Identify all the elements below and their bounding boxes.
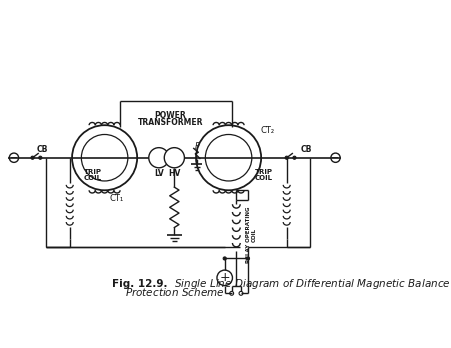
- Circle shape: [285, 156, 288, 159]
- Circle shape: [164, 148, 184, 168]
- Circle shape: [223, 257, 226, 260]
- Text: −: −: [10, 153, 18, 163]
- Circle shape: [31, 156, 34, 159]
- Text: CT₂: CT₂: [260, 126, 274, 135]
- Text: F: F: [195, 142, 200, 151]
- Circle shape: [149, 148, 169, 168]
- Text: COIL: COIL: [252, 228, 257, 242]
- Text: TRIP: TRIP: [84, 169, 101, 175]
- Text: LV: LV: [154, 169, 164, 178]
- Text: CB: CB: [300, 145, 312, 155]
- Text: POWER: POWER: [155, 111, 186, 120]
- Text: CT₁: CT₁: [109, 193, 124, 203]
- Text: Fig. 12.9.: Fig. 12.9.: [111, 279, 175, 289]
- Circle shape: [293, 156, 296, 159]
- Text: $\it{Protection\ Scheme}$: $\it{Protection\ Scheme}$: [124, 286, 224, 298]
- Circle shape: [39, 156, 42, 159]
- Text: CB: CB: [37, 145, 48, 155]
- Text: COIL: COIL: [84, 175, 101, 181]
- Text: TRANSFORMER: TRANSFORMER: [138, 118, 203, 127]
- Text: −: −: [331, 153, 340, 163]
- Text: +: +: [219, 271, 230, 284]
- Text: TRIP: TRIP: [255, 169, 273, 175]
- Text: COIL: COIL: [255, 175, 273, 181]
- Text: RELAY OPERATING: RELAY OPERATING: [246, 207, 251, 263]
- Text: $\it{Single\ Line\ Diagram\ of\ Differential\ Magnetic\ Balance}$: $\it{Single\ Line\ Diagram\ of\ Differen…: [175, 277, 451, 291]
- Circle shape: [246, 257, 249, 260]
- Text: HV: HV: [168, 169, 180, 178]
